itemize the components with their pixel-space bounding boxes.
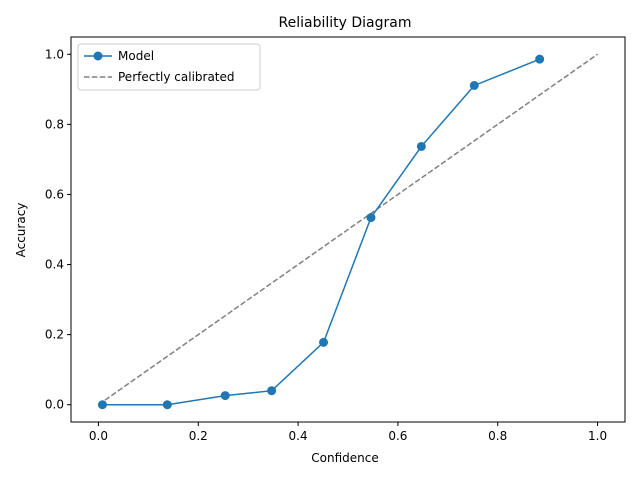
y-tick-label: 1.0 <box>45 47 64 61</box>
y-tick-label: 0.6 <box>45 187 64 201</box>
x-axis-ticks: 0.0 0.2 0.4 0.6 0.8 1.0 <box>89 422 607 443</box>
model-data-point <box>366 213 376 223</box>
calibration-reference-line <box>98 53 598 406</box>
model-data-point <box>220 391 230 401</box>
x-tick-label: 0.4 <box>289 429 308 443</box>
x-axis-label: Confidence <box>311 451 378 465</box>
y-tick-label: 0.0 <box>45 398 64 412</box>
y-axis-ticks: 0.0 0.2 0.4 0.6 0.8 1.0 <box>45 47 71 412</box>
y-tick-label: 0.8 <box>45 117 64 131</box>
y-tick-label: 0.4 <box>45 258 64 272</box>
axes-frame <box>70 36 626 423</box>
model-data-point <box>97 400 107 410</box>
plot-area <box>97 53 598 410</box>
legend: Model Perfectly calibrated <box>77 43 261 91</box>
legend-reference-label: Perfectly calibrated <box>118 70 235 84</box>
model-data-point <box>535 54 545 64</box>
model-data-point <box>469 80 479 90</box>
x-tick-label: 0.2 <box>189 429 208 443</box>
legend-model-marker <box>93 51 103 61</box>
y-tick-label: 0.2 <box>45 328 64 342</box>
x-tick-label: 0.0 <box>89 429 108 443</box>
model-data-point <box>416 141 426 151</box>
y-axis-label: Accuracy <box>14 203 28 258</box>
x-tick-label: 1.0 <box>588 429 607 443</box>
model-data-point <box>162 400 172 410</box>
legend-box <box>77 43 261 91</box>
model-data-point <box>267 386 277 396</box>
legend-model-label: Model <box>118 49 154 63</box>
model-data-point <box>319 337 329 347</box>
chart-title: Reliability Diagram <box>279 15 412 31</box>
x-tick-label: 0.6 <box>388 429 407 443</box>
x-tick-label: 0.8 <box>488 429 507 443</box>
